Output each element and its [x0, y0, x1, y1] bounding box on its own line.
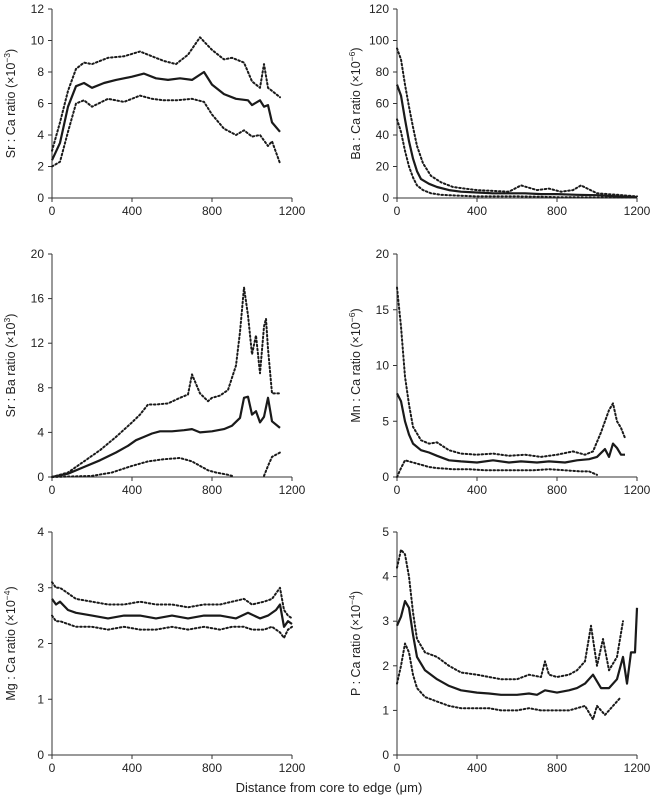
bound-series-line	[396, 548, 624, 681]
y-tick-label: 12	[31, 2, 45, 16]
y-tick-label: 120	[369, 2, 389, 16]
x-tick-label: 1200	[279, 483, 306, 497]
y-axis-title: Sr : Ca ratio (×10−3)	[2, 49, 18, 158]
y-tick-label: 4	[37, 425, 44, 439]
y-tick-label: 20	[376, 160, 390, 174]
x-tick-label: 0	[49, 204, 56, 218]
y-tick-label: 0	[382, 748, 389, 762]
x-tick-label: 1200	[624, 761, 651, 775]
y-tick-label: 20	[31, 247, 45, 261]
y-tick-label: 0	[382, 470, 389, 484]
x-tick-label: 400	[467, 204, 487, 218]
bound-series-line	[396, 459, 598, 478]
y-tick-label: 40	[376, 128, 390, 142]
y-tick-label: 2	[37, 637, 44, 651]
y-tick-label: 1	[37, 692, 44, 706]
mean-series-line	[51, 70, 281, 161]
y-tick-label: 0	[382, 191, 389, 205]
y-tick-label: 16	[31, 292, 45, 306]
x-tick-label: 400	[467, 483, 487, 497]
y-tick-label: 2	[382, 659, 389, 673]
bound-series-line	[51, 36, 281, 152]
bound-series-line	[51, 614, 293, 639]
y-tick-label: 20	[376, 247, 390, 261]
bound-series-line	[263, 451, 281, 477]
bound-series-line	[396, 118, 638, 199]
x-tick-label: 1200	[279, 761, 306, 775]
y-tick-label: 2	[37, 160, 44, 174]
chart-panel-6: 0 1 2 3 4 5 0 400 800 1200 P : Ca ratio (×10−4)	[347, 525, 651, 775]
y-tick-label: 12	[31, 336, 45, 350]
y-tick-label: 10	[31, 34, 45, 48]
y-tick-label: 4	[37, 525, 44, 539]
y-tick-label: 1	[382, 703, 389, 717]
x-tick-label: 1200	[624, 204, 651, 218]
y-tick-label: 6	[37, 97, 44, 111]
y-tick-label: 0	[37, 470, 44, 484]
y-tick-label: 4	[382, 570, 389, 584]
x-tick-label: 800	[202, 483, 222, 497]
y-axis-title: Mn : Ca ratio (×10−6)	[347, 308, 363, 422]
mean-series-line	[395, 84, 638, 199]
y-tick-label: 5	[382, 414, 389, 428]
x-tick-label: 400	[122, 204, 142, 218]
y-tick-label: 8	[37, 381, 44, 395]
y-axis-title: P : Ca ratio (×10−4)	[347, 591, 363, 696]
mean-series-line	[51, 598, 293, 628]
x-tick-label: 800	[202, 761, 222, 775]
y-tick-label: 0	[37, 748, 44, 762]
bound-series-line	[51, 94, 281, 168]
mean-series-line	[395, 600, 639, 696]
y-tick-label: 4	[37, 128, 44, 142]
bound-series-line	[396, 286, 626, 458]
x-tick-label: 1200	[279, 204, 306, 218]
chart-panel-3: 0 4 8 12 16 20 0 400 800 1200 Sr : Ba ratio (×103)	[2, 247, 306, 497]
x-tick-label: 800	[547, 483, 567, 497]
bound-series-line	[396, 642, 622, 721]
chart-panel-1: 0 2 4 6 8 10 12 0 400 800 1200 Sr : Ca ratio (×10−3…	[2, 2, 306, 218]
y-axis-title: Ba : Ca ratio (×10−6)	[347, 47, 363, 159]
y-tick-label: 0	[37, 191, 44, 205]
y-axis-title: Sr : Ba ratio (×103)	[2, 314, 18, 418]
bound-series-line	[51, 581, 293, 620]
x-tick-label: 0	[49, 761, 56, 775]
x-tick-label: 800	[202, 204, 222, 218]
chart-panel-5: 0 1 2 3 4 0 400 800 1200 Mg : Ca ratio (×10−4)	[2, 525, 306, 775]
x-tick-label: 1200	[624, 483, 651, 497]
y-tick-label: 5	[382, 525, 389, 539]
x-tick-label: 0	[394, 483, 401, 497]
x-tick-label: 400	[122, 761, 142, 775]
x-tick-label: 800	[547, 761, 567, 775]
chart-panel-4: 0 5 10 15 20 0 400 800 1200 Mn : Ca ratio (×10−6)	[347, 247, 651, 497]
bound-series-line	[51, 457, 233, 478]
mean-series-line	[396, 392, 625, 464]
bound-series-line	[396, 47, 638, 198]
y-tick-label: 80	[376, 65, 390, 79]
x-tick-label: 800	[547, 204, 567, 218]
y-tick-label: 3	[382, 614, 389, 628]
y-tick-label: 100	[369, 34, 389, 48]
mean-series-line	[51, 395, 281, 479]
y-tick-label: 3	[37, 581, 44, 595]
y-tick-label: 15	[376, 303, 390, 317]
y-tick-label: 60	[376, 97, 390, 111]
bound-series-line	[51, 286, 281, 478]
y-tick-label: 8	[37, 65, 44, 79]
x-tick-label: 0	[394, 204, 401, 218]
x-tick-label: 400	[467, 761, 487, 775]
x-tick-label: 0	[394, 761, 401, 775]
y-axis-title: Mg : Ca ratio (×10−4)	[2, 586, 18, 700]
x-tick-label: 0	[49, 483, 56, 497]
shared-x-axis-label: Distance from core to edge (μm)	[235, 780, 423, 795]
y-tick-label: 10	[376, 359, 390, 373]
x-tick-label: 400	[122, 483, 142, 497]
